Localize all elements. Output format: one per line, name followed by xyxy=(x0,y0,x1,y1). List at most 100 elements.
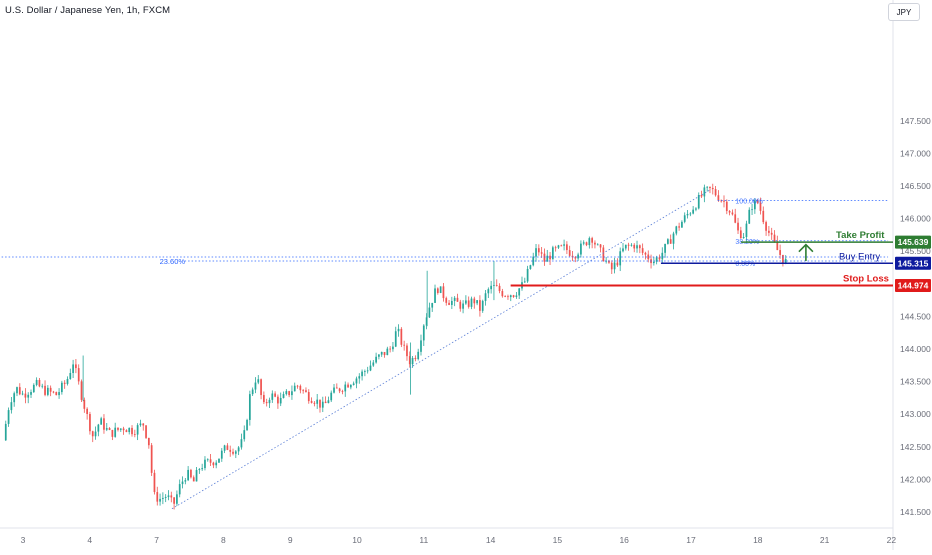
price-tick-label: 143.500 xyxy=(900,377,931,387)
time-tick-label: 21 xyxy=(820,535,830,545)
candle-body xyxy=(596,244,599,246)
stop-loss-price-tag[interactable] xyxy=(895,278,931,292)
candle-body xyxy=(624,244,627,249)
candle-body xyxy=(16,387,18,394)
candle-body xyxy=(633,244,636,249)
candle-body xyxy=(147,437,150,446)
candle-body xyxy=(24,393,27,398)
buy-entry-price-tag[interactable] xyxy=(895,256,931,270)
stop-loss-price-tag-text: 144.974 xyxy=(898,280,929,290)
candle-body xyxy=(714,189,717,196)
candle-body xyxy=(571,255,574,258)
candle-body xyxy=(364,371,366,372)
candle-body xyxy=(72,364,74,374)
candle-body xyxy=(667,239,669,244)
candle-body xyxy=(319,399,321,408)
candle-body xyxy=(619,251,622,266)
candle-body xyxy=(215,462,218,466)
candle-body xyxy=(150,445,153,473)
candle-body xyxy=(422,325,425,341)
candle-body xyxy=(392,346,394,350)
candle-body xyxy=(462,303,464,309)
candle-body xyxy=(683,215,686,222)
candle-body xyxy=(568,250,571,256)
candle-body xyxy=(501,291,504,297)
time-tick-label: 8 xyxy=(221,535,226,545)
candle-body xyxy=(119,428,122,430)
candle-body xyxy=(80,381,83,400)
candle-body xyxy=(246,419,248,431)
candle-body xyxy=(546,255,549,262)
candle-body xyxy=(748,209,751,224)
candle-body xyxy=(453,297,456,301)
candle-body xyxy=(164,497,167,498)
candle-body xyxy=(212,462,215,466)
candle-body xyxy=(285,391,288,395)
candle-body xyxy=(66,378,69,384)
candle-body xyxy=(369,365,372,371)
time-tick-label: 15 xyxy=(553,535,563,545)
trendline[interactable] xyxy=(171,188,712,510)
candle-body xyxy=(515,295,518,297)
currency-button[interactable]: JPY xyxy=(888,3,920,21)
candle-body xyxy=(299,385,302,391)
candle-body xyxy=(700,195,703,197)
candle-body xyxy=(220,450,223,459)
candle-body xyxy=(703,187,706,197)
candle-body xyxy=(782,254,784,264)
candle-body xyxy=(476,300,478,304)
candle-body xyxy=(658,257,661,260)
candle-body xyxy=(94,431,97,437)
candle-body xyxy=(310,401,313,403)
candle-body xyxy=(610,262,613,270)
candle-body xyxy=(133,434,136,435)
candle-body xyxy=(52,391,55,393)
time-tick-label: 18 xyxy=(753,535,763,545)
price-tick-label: 147.000 xyxy=(900,148,931,158)
candle-body xyxy=(274,393,276,397)
candle-body xyxy=(358,376,361,379)
candle-body xyxy=(585,242,588,246)
candle-body xyxy=(69,373,72,379)
candle-body xyxy=(223,445,226,451)
candle-body xyxy=(198,469,201,471)
candle-body xyxy=(490,285,493,290)
candle-body xyxy=(265,402,268,404)
candle-body xyxy=(655,257,658,262)
candle-body xyxy=(75,364,77,369)
candle-body xyxy=(532,256,535,266)
candle-body xyxy=(728,210,731,213)
candle-body xyxy=(263,395,265,403)
candle-body xyxy=(243,430,246,440)
candle-body xyxy=(44,385,46,395)
candle-body xyxy=(504,296,507,298)
candle-body xyxy=(63,382,66,384)
candle-body xyxy=(756,200,759,203)
candle-body xyxy=(209,459,212,463)
candle-body xyxy=(509,295,512,298)
candle-body xyxy=(271,393,274,400)
candle-body xyxy=(156,492,159,502)
candle-body xyxy=(697,195,700,209)
candle-body xyxy=(484,293,487,301)
price-tick-label: 147.500 xyxy=(900,116,931,126)
candle-body xyxy=(540,252,543,254)
time-tick-label: 3 xyxy=(21,535,26,545)
candle-body xyxy=(434,288,436,303)
candle-body xyxy=(38,379,41,387)
candle-body xyxy=(291,391,293,396)
take-profit-price-tag-text: 145.639 xyxy=(898,237,929,247)
candle-body xyxy=(380,351,383,355)
candle-body xyxy=(689,213,692,215)
candle-body xyxy=(537,248,540,253)
candle-body xyxy=(711,187,714,190)
take-profit-price-tag[interactable] xyxy=(895,235,931,249)
price-tick-label: 142.000 xyxy=(900,474,931,484)
candle-body xyxy=(526,268,529,282)
candle-body xyxy=(361,371,363,377)
candle-body xyxy=(305,390,307,393)
candle-body xyxy=(355,378,358,384)
candle-body xyxy=(195,470,198,482)
